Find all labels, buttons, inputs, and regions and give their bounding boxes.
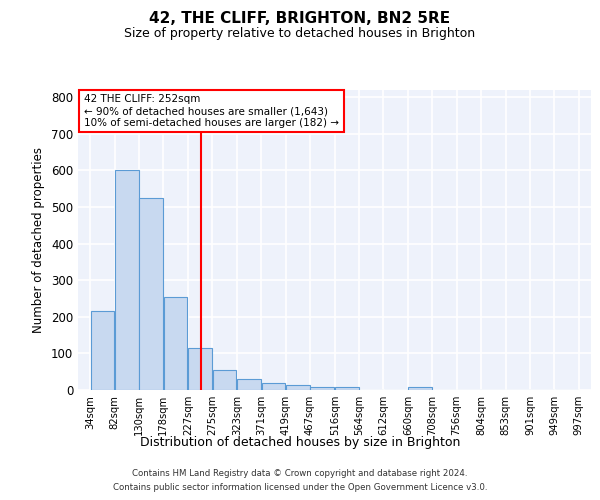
- Bar: [164, 296, 187, 390]
- Bar: [91, 312, 114, 390]
- Bar: [139, 198, 163, 390]
- Bar: [262, 382, 285, 390]
- Bar: [188, 348, 212, 390]
- Text: Size of property relative to detached houses in Brighton: Size of property relative to detached ho…: [124, 28, 476, 40]
- Bar: [408, 387, 432, 390]
- Bar: [115, 170, 139, 390]
- Text: 42, THE CLIFF, BRIGHTON, BN2 5RE: 42, THE CLIFF, BRIGHTON, BN2 5RE: [149, 11, 451, 26]
- Bar: [310, 387, 334, 390]
- Bar: [286, 385, 310, 390]
- Text: 42 THE CLIFF: 252sqm
← 90% of detached houses are smaller (1,643)
10% of semi-de: 42 THE CLIFF: 252sqm ← 90% of detached h…: [84, 94, 339, 128]
- Text: Contains public sector information licensed under the Open Government Licence v3: Contains public sector information licen…: [113, 483, 487, 492]
- Y-axis label: Number of detached properties: Number of detached properties: [32, 147, 46, 333]
- Text: Contains HM Land Registry data © Crown copyright and database right 2024.: Contains HM Land Registry data © Crown c…: [132, 470, 468, 478]
- Bar: [213, 370, 236, 390]
- Bar: [335, 387, 359, 390]
- Text: Distribution of detached houses by size in Brighton: Distribution of detached houses by size …: [140, 436, 460, 449]
- Bar: [237, 379, 261, 390]
